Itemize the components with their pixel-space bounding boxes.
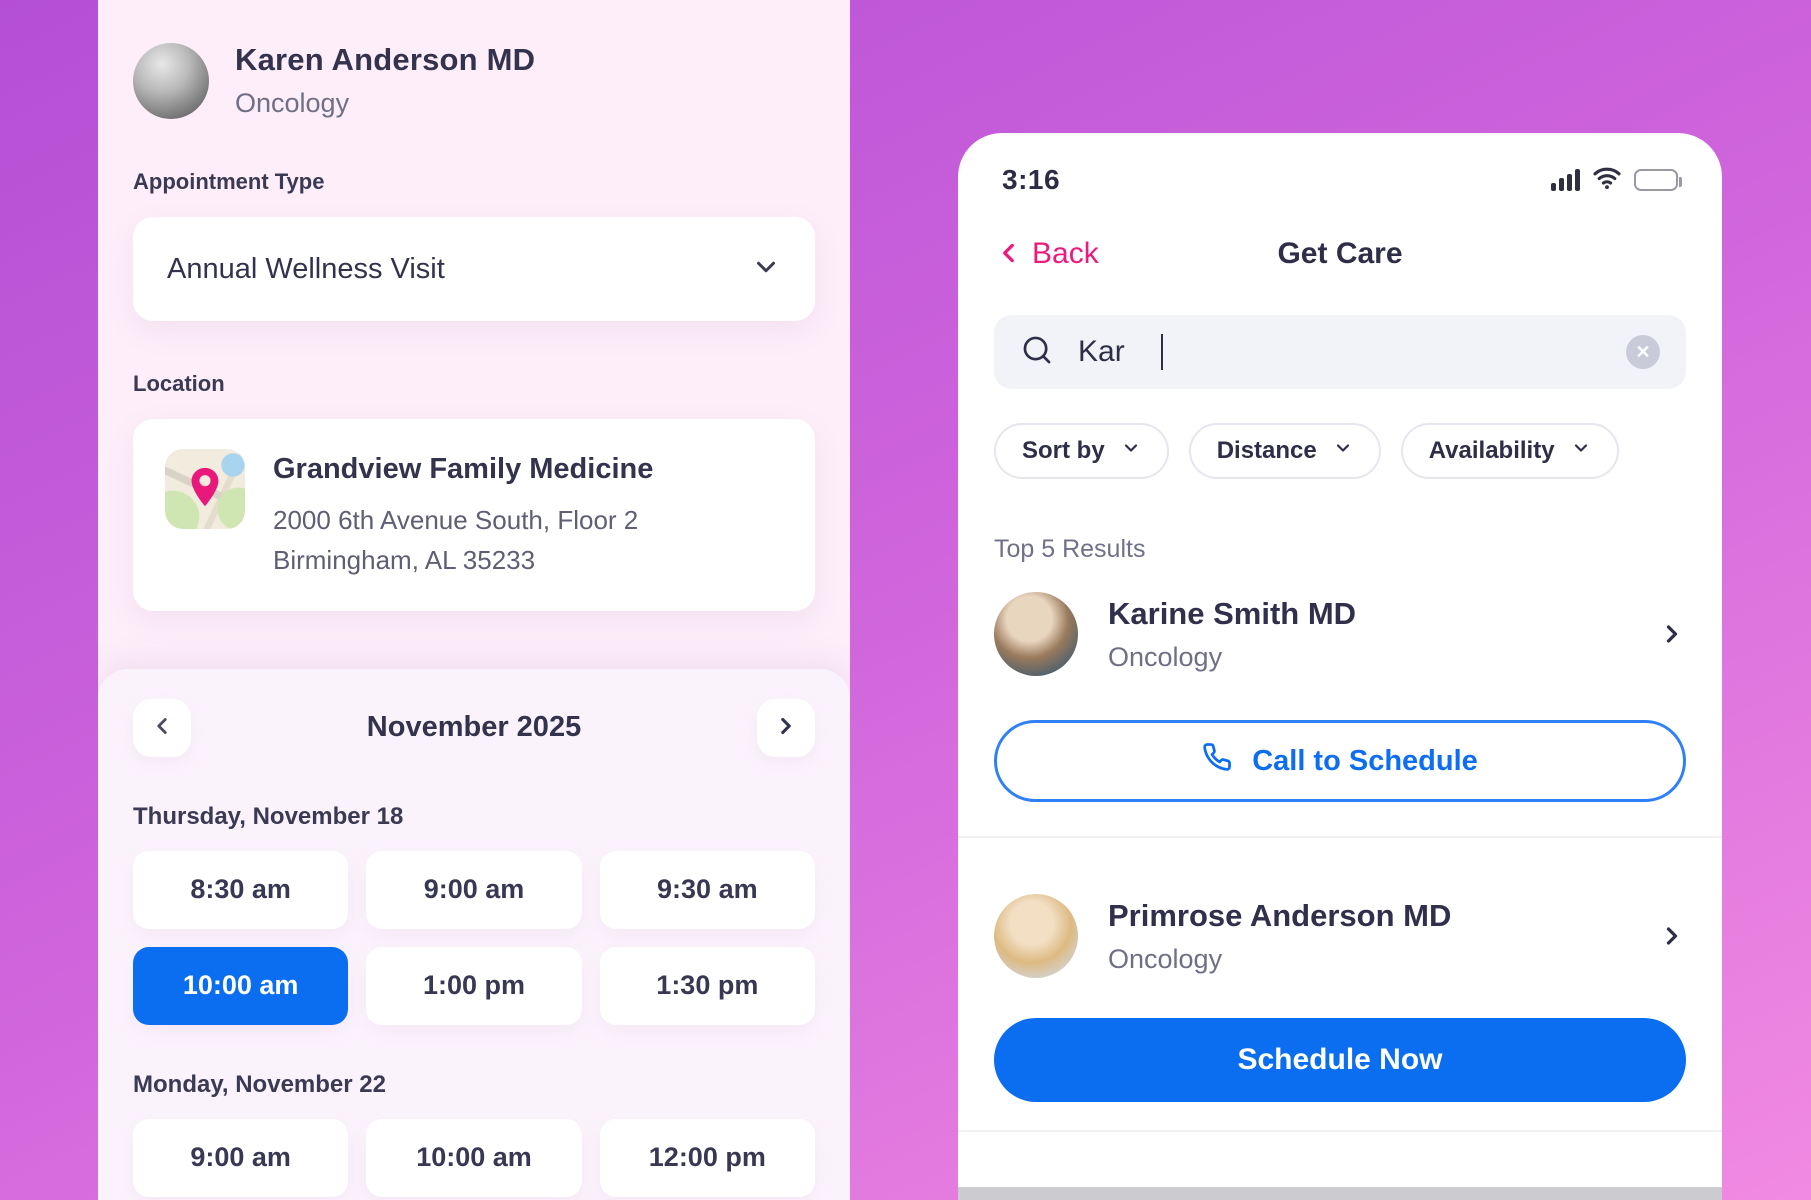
doctor-header: Karen Anderson MD Oncology: [133, 42, 815, 119]
chevron-left-icon: [996, 238, 1022, 271]
time-slot[interactable]: 10:00 am: [366, 1118, 582, 1197]
chevron-right-icon: [773, 713, 799, 742]
provider-avatar: [994, 894, 1078, 978]
result-row-primrose-anderson[interactable]: Primrose Anderson MD Oncology: [994, 894, 1686, 978]
schedule-now-label: Schedule Now: [1237, 1043, 1443, 1076]
doctor-name: Karen Anderson MD: [235, 42, 536, 77]
chevron-right-icon[interactable]: [1658, 620, 1686, 648]
results-header: Top 5 Results: [994, 535, 1146, 563]
filter-chip-label: Distance: [1216, 437, 1317, 464]
chevron-down-icon: [1333, 437, 1353, 465]
chevron-left-icon: [149, 713, 175, 742]
time-slot[interactable]: 9:00 am: [133, 1118, 349, 1197]
time-slot[interactable]: 9:30 am: [599, 850, 815, 929]
status-bar: 3:16: [994, 163, 1686, 197]
time-slot[interactable]: 1:00 pm: [366, 946, 582, 1025]
appointment-type-label: Appointment Type: [133, 169, 325, 194]
provider-name: Primrose Anderson MD: [1108, 897, 1452, 933]
get-care-panel: 3:16 Back Get Care Kar: [958, 133, 1722, 1200]
time-slot[interactable]: 8:30 am: [133, 850, 349, 929]
day-label: Thursday, November 18: [133, 802, 404, 830]
provider-specialty: Oncology: [1108, 641, 1223, 672]
provider-specialty: Oncology: [1108, 943, 1223, 974]
search-icon: [1020, 333, 1054, 372]
chevron-right-icon[interactable]: [1658, 922, 1686, 950]
chevron-down-icon: [1121, 437, 1141, 465]
wifi-icon: [1592, 166, 1622, 195]
provider-avatar: [994, 592, 1078, 676]
chevron-down-icon: [751, 252, 781, 287]
calendar-header: November 2025: [133, 698, 815, 757]
location-address-line1: 2000 6th Avenue South, Floor 2: [273, 505, 639, 535]
filter-chip-row: Sort by Distance Availability: [994, 423, 1686, 479]
signal-icon: [1551, 169, 1580, 191]
search-value: Kar: [1078, 335, 1125, 368]
map-thumbnail: [165, 449, 245, 529]
back-button[interactable]: Back: [996, 237, 1099, 271]
get-care-header: Back Get Care: [994, 237, 1686, 279]
location-address-line2: Birmingham, AL 35233: [273, 545, 536, 576]
location-card[interactable]: Grandview Family Medicine 2000 6th Avenu…: [133, 419, 815, 611]
back-label: Back: [1032, 237, 1099, 270]
bottom-scroll-bar[interactable]: [958, 1187, 1722, 1200]
schedule-now-button[interactable]: Schedule Now: [994, 1018, 1686, 1102]
divider: [958, 1130, 1722, 1132]
time-slot[interactable]: 9:00 am: [366, 850, 582, 929]
location-label: Location: [133, 371, 225, 396]
filter-chip-label: Availability: [1428, 437, 1555, 464]
location-address: 2000 6th Avenue South, Floor 2 Birmingha…: [273, 500, 653, 581]
calendar-month-label: November 2025: [366, 711, 582, 744]
calendar-next-button[interactable]: [757, 698, 815, 757]
location-name: Grandview Family Medicine: [273, 453, 654, 485]
battery-icon: [1634, 169, 1682, 191]
time-slot-selected[interactable]: 10:00 am: [133, 946, 349, 1025]
time-slot-grid: 8:30 am 9:00 am 9:30 am 10:00 am 1:00 pm…: [133, 850, 815, 1025]
text-cursor: [1160, 334, 1163, 370]
time-slot[interactable]: 1:30 pm: [599, 946, 815, 1025]
call-to-schedule-button[interactable]: Call to Schedule: [994, 720, 1686, 802]
time-slot-grid: 9:00 am 10:00 am 12:00 pm: [133, 1118, 815, 1197]
appointment-type-dropdown[interactable]: Annual Wellness Visit: [133, 217, 815, 321]
map-pin-icon: [182, 464, 228, 515]
filter-chip-sort-by[interactable]: Sort by: [994, 423, 1169, 479]
time-slot[interactable]: 12:00 pm: [599, 1118, 815, 1197]
page-title: Get Care: [1277, 237, 1403, 270]
calendar-card: November 2025 Thursday, November 18 8:30…: [98, 668, 850, 1200]
appointment-type-value: Annual Wellness Visit: [167, 252, 445, 285]
result-row-karine-smith[interactable]: Karine Smith MD Oncology: [994, 592, 1686, 676]
call-to-schedule-label: Call to Schedule: [1252, 744, 1478, 777]
doctor-avatar: [133, 42, 209, 119]
phone-icon: [1202, 742, 1232, 780]
filter-chip-label: Sort by: [1022, 437, 1105, 464]
status-icons: [1551, 166, 1682, 195]
divider: [958, 836, 1722, 838]
scheduler-panel: Karen Anderson MD Oncology Appointment T…: [98, 0, 850, 1200]
day-label: Monday, November 22: [133, 1070, 386, 1098]
doctor-specialty: Oncology: [235, 88, 350, 118]
filter-chip-availability[interactable]: Availability: [1400, 423, 1619, 479]
filter-chip-distance[interactable]: Distance: [1188, 423, 1381, 479]
calendar-prev-button[interactable]: [133, 698, 191, 757]
chevron-down-icon: [1571, 437, 1591, 465]
clear-search-button[interactable]: ✕: [1626, 335, 1660, 369]
status-time: 3:16: [1002, 164, 1061, 195]
search-input[interactable]: Kar ✕: [994, 315, 1686, 389]
provider-name: Karine Smith MD: [1108, 595, 1357, 631]
